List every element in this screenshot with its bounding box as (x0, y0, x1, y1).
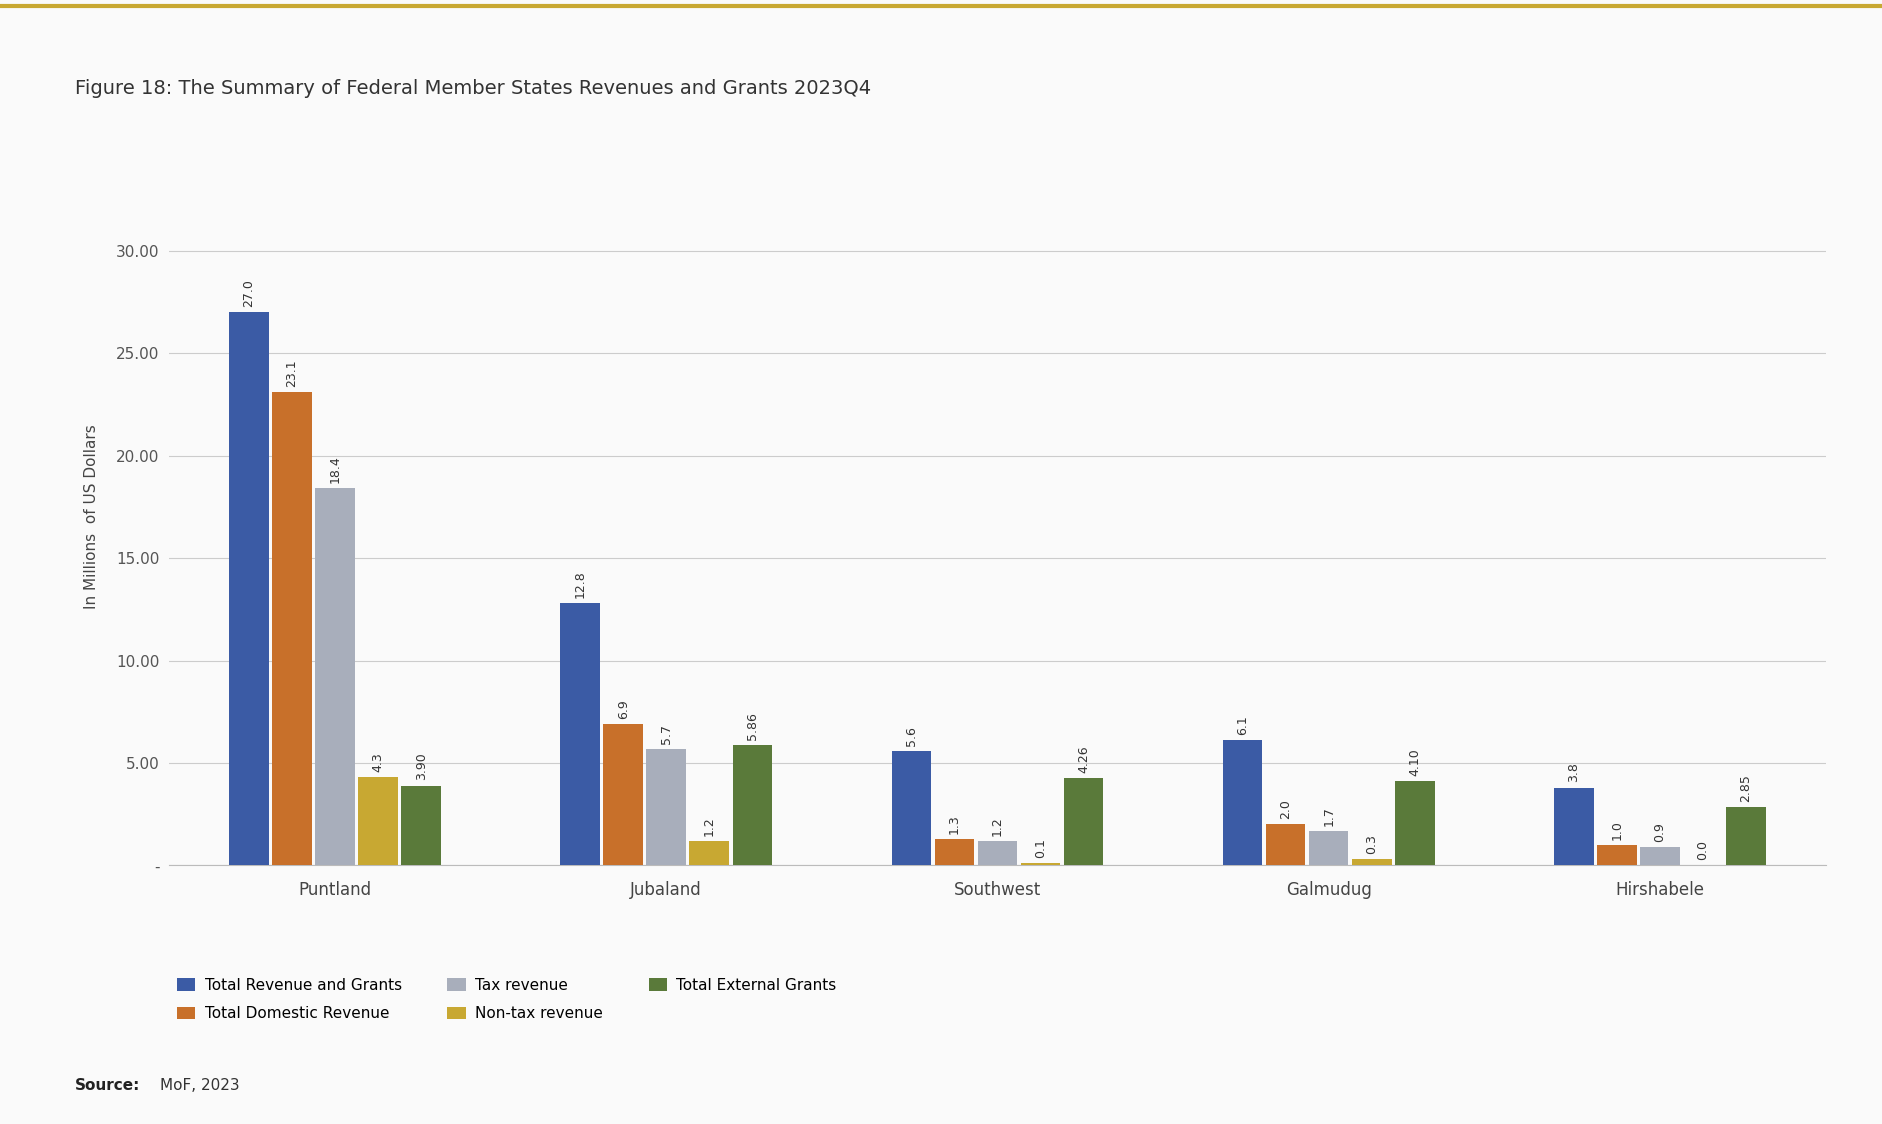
Text: 4.26: 4.26 (1077, 745, 1090, 773)
Text: 5.7: 5.7 (661, 724, 672, 744)
Text: 0.1: 0.1 (1033, 839, 1046, 859)
Bar (230, 312, 269, 865)
Bar (604, 724, 644, 865)
Text: 3.8: 3.8 (1568, 762, 1581, 782)
Bar (1308, 831, 1349, 865)
Text: 1.2: 1.2 (702, 816, 715, 836)
Text: 6.1: 6.1 (1236, 716, 1250, 735)
Text: 23.1: 23.1 (286, 360, 299, 387)
Text: Figure 18: The Summary of Federal Member States Revenues and Grants 2023Q4: Figure 18: The Summary of Federal Member… (75, 79, 871, 98)
Text: 4.3: 4.3 (371, 752, 384, 772)
Text: 5.86: 5.86 (745, 713, 758, 741)
Text: 27.0: 27.0 (243, 279, 256, 307)
Text: 0.9: 0.9 (1654, 822, 1666, 842)
Text: 1.3: 1.3 (949, 814, 962, 834)
Text: 0.0: 0.0 (1696, 841, 1709, 860)
Text: 6.9: 6.9 (617, 699, 630, 719)
Text: 12.8: 12.8 (574, 570, 587, 598)
Text: 1.0: 1.0 (1611, 821, 1624, 840)
Text: 18.4: 18.4 (329, 455, 341, 483)
Bar (689, 841, 728, 865)
Bar (1223, 741, 1263, 865)
Bar (1639, 847, 1681, 865)
Bar (1726, 807, 1765, 865)
Text: 2.85: 2.85 (1739, 774, 1752, 801)
Text: MoF, 2023: MoF, 2023 (160, 1078, 239, 1094)
Text: 1.7: 1.7 (1323, 806, 1334, 825)
Bar (977, 841, 1018, 865)
Bar (732, 745, 772, 865)
Bar (273, 392, 312, 865)
Text: 5.6: 5.6 (905, 726, 918, 745)
Text: 3.90: 3.90 (414, 753, 427, 780)
Text: 2.0: 2.0 (1280, 799, 1293, 819)
Bar (561, 604, 600, 865)
Bar (1395, 781, 1434, 865)
Legend: Total Revenue and Grants, Total Domestic Revenue, Tax revenue, Non-tax revenue, : Total Revenue and Grants, Total Domestic… (177, 978, 836, 1022)
Y-axis label: In Millions  of US Dollars: In Millions of US Dollars (85, 425, 100, 609)
Text: 0.3: 0.3 (1364, 834, 1378, 854)
Text: 4.10: 4.10 (1408, 749, 1421, 777)
Text: 1.2: 1.2 (992, 816, 1003, 836)
Bar (1351, 860, 1391, 865)
Bar (1555, 788, 1594, 865)
Bar (1267, 825, 1306, 865)
Text: Source:: Source: (75, 1078, 141, 1094)
Bar (646, 749, 687, 865)
Bar (935, 839, 975, 865)
Bar (1598, 845, 1637, 865)
Bar (358, 778, 397, 865)
Bar (1020, 863, 1060, 865)
Bar (314, 488, 356, 865)
Bar (1063, 778, 1103, 865)
Bar (892, 751, 932, 865)
Bar (401, 786, 440, 865)
